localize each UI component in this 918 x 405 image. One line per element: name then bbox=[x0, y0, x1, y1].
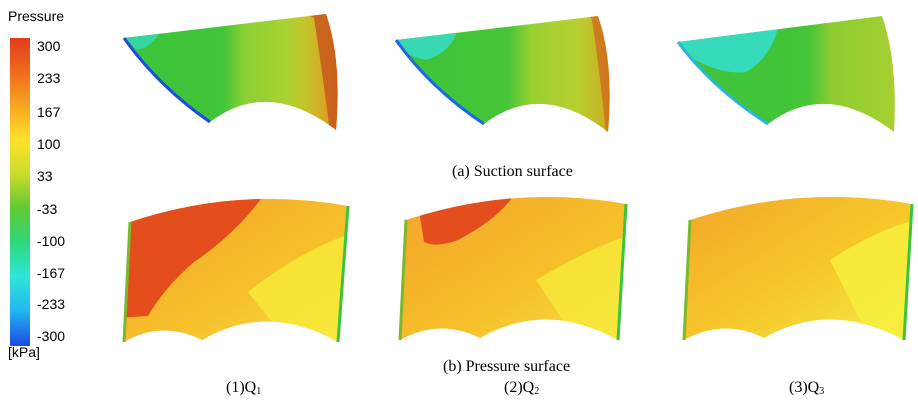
color-bar-seg-4 bbox=[10, 140, 30, 174]
caption-suction-surface: (a) Suction surface bbox=[452, 163, 573, 180]
tick-label: -33 bbox=[37, 201, 58, 217]
color-bar-seg-7 bbox=[10, 242, 30, 276]
column-label-text: (1)Q bbox=[226, 379, 257, 396]
pressure-blade-q1 bbox=[122, 198, 350, 343]
tick-label: 33 bbox=[37, 168, 53, 184]
color-bar-seg-5 bbox=[10, 174, 30, 208]
tick-label: 167 bbox=[37, 104, 61, 120]
legend-title: Pressure bbox=[8, 8, 65, 24]
tick-label: 100 bbox=[37, 136, 61, 152]
suction-blade-q3 bbox=[676, 16, 895, 132]
tick-label: 300 bbox=[37, 38, 61, 54]
column-label-text: (2)Q bbox=[504, 379, 535, 396]
suction-blade-q1 bbox=[122, 14, 338, 130]
column-label-subscript: 3 bbox=[819, 386, 825, 397]
suction-blade-q2 bbox=[394, 16, 610, 132]
tick-label: -300 bbox=[37, 328, 66, 344]
color-bar-seg-2 bbox=[10, 72, 30, 106]
caption-pressure-surface: (b) Pressure surface bbox=[443, 358, 571, 375]
pressure-blade-q2 bbox=[398, 196, 628, 341]
color-bar-seg-8 bbox=[10, 276, 30, 310]
column-label-text: (3)Q bbox=[789, 379, 820, 396]
column-label-subscript: 1 bbox=[256, 386, 262, 397]
legend-unit: [kPa] bbox=[8, 344, 40, 360]
tick-label: -167 bbox=[37, 265, 66, 281]
tick-label: -100 bbox=[37, 233, 66, 249]
pressure-blade-q3 bbox=[682, 196, 914, 341]
column-label-q2: (2)Q2 bbox=[504, 379, 539, 397]
color-bar bbox=[10, 38, 30, 346]
column-label-q3: (3)Q3 bbox=[789, 379, 824, 397]
tick-label: 233 bbox=[37, 70, 61, 86]
tick-label: -233 bbox=[37, 296, 66, 312]
color-bar-seg-1 bbox=[10, 38, 30, 72]
color-bar-seg-3 bbox=[10, 106, 30, 140]
color-bar-seg-9 bbox=[10, 310, 30, 346]
color-bar-seg-6 bbox=[10, 208, 30, 242]
column-label-subscript: 2 bbox=[534, 386, 540, 397]
column-label-q1: (1)Q1 bbox=[226, 379, 261, 397]
